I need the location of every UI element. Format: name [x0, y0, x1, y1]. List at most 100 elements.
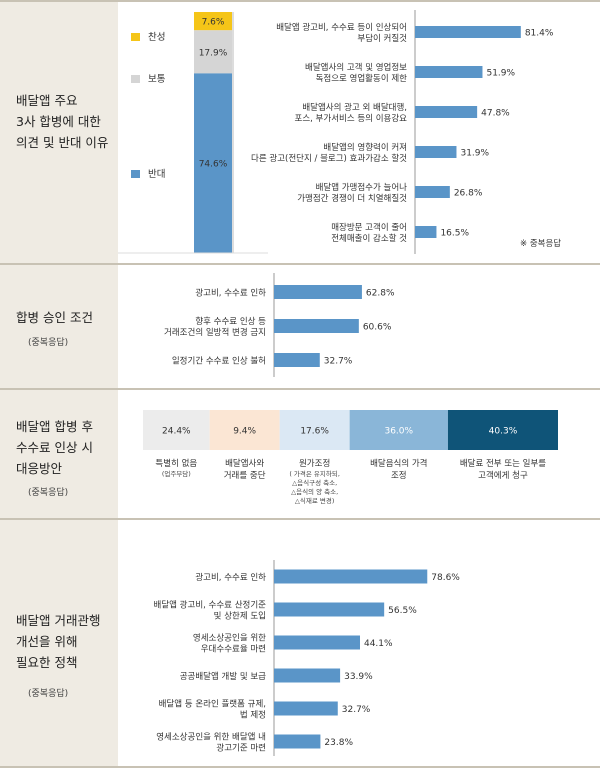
- segment: [279, 410, 350, 450]
- value-label: 32.7%: [324, 357, 353, 367]
- category-label: 광고기준 마련: [216, 743, 266, 754]
- bar: [274, 353, 320, 367]
- legend-label: 찬성: [148, 32, 165, 43]
- opinion-charts: 7.6% 찬성 17.9% 보통 74.6% 반대 81.4% 배달앱 광고비, 수수료 등이…: [118, 10, 561, 254]
- bar: [274, 569, 428, 584]
- note-label: ※ 중복응답: [520, 238, 561, 249]
- title-line: 배달앱 거래관행: [16, 613, 101, 628]
- category-label: 및 상한제 도입: [214, 611, 266, 622]
- data-label: 17.9%: [199, 48, 228, 58]
- title-line: 의견 및 반대 이유: [16, 135, 109, 150]
- data-label: 74.6%: [199, 160, 228, 170]
- title-line: 배달앱 주요: [16, 93, 78, 108]
- segment: [209, 410, 280, 450]
- section-body: 24.4% 특별히 없음 (업주부담) 9.4% 배달앱사와 거래를 중단 17.6% 원가조…: [118, 390, 600, 518]
- segment-caption: 거래를 중단: [224, 470, 266, 481]
- bar: [415, 146, 457, 158]
- value-label: 26.8%: [454, 189, 483, 199]
- value-label: 33.9%: [344, 672, 373, 682]
- value-label: 60.6%: [363, 323, 392, 333]
- data-label: 7.6%: [202, 18, 225, 28]
- category-label: 포스, 부가서비스 등의 이용강요: [295, 113, 408, 124]
- policy-chart: 78.6% 광고비, 수수료 인하 56.5% 배달앱 광고비, 수수료 산정기준및 …: [154, 560, 460, 756]
- stack-segment: [194, 73, 232, 253]
- section-merger-opinion: 배달앱 주요 3사 합병에 대한 의견 및 반대 이유 7.6% 찬성 17.9% 보…: [0, 0, 600, 263]
- legend-swatch: [131, 170, 140, 178]
- section-policy-needs: 배달앱 거래관행 개선을 위해 필요한 정책 (중복응답) 78.6% 광고비, …: [0, 518, 600, 768]
- segment-value: 36.0%: [384, 427, 413, 437]
- title-line: 배달앱 합병 후: [16, 419, 93, 434]
- value-label: 78.6%: [431, 573, 460, 583]
- segment-caption: 조정: [391, 470, 407, 481]
- category-label: 배달앱 등 온라인 플랫폼 규제,: [159, 699, 266, 710]
- bar: [274, 668, 341, 683]
- segment-caption: 배달료 전부 또는 일부를: [460, 458, 546, 469]
- category-label: 전체매출이 감소할 것: [331, 233, 407, 244]
- category-label: 배달앱 광고비, 수수료 등이 인상되어: [276, 22, 407, 33]
- section-title: 배달앱 합병 후 수수료 인상 시 대응방안: [16, 416, 93, 479]
- value-label: 81.4%: [525, 29, 554, 39]
- segment-caption: 배달음식의 가격: [370, 458, 427, 469]
- segment-caption-sub: △음식구성 축소,: [292, 478, 337, 487]
- segment: [447, 410, 558, 450]
- segment: [143, 410, 210, 450]
- category-label: 향후 수수료 인상 등: [195, 316, 266, 327]
- section-approval-conditions: 합병 승인 조건 (중복응답) 62.8% 광고비, 수수료 인하 60.6% 향후 …: [0, 263, 600, 388]
- bar: [415, 26, 521, 38]
- category-label: 광고비, 수수료 인하: [195, 288, 266, 299]
- section-label: 배달앱 거래관행 개선을 위해 필요한 정책 (중복응답): [0, 520, 118, 766]
- stack-segment: [194, 12, 232, 31]
- bar: [415, 106, 478, 118]
- section-subtitle: (중복응답): [28, 488, 69, 498]
- segment-caption-sub: (업주부담): [162, 470, 191, 478]
- legend-label: 보통: [148, 74, 166, 85]
- category-label: 거래조건의 일방적 변경 금지: [164, 327, 266, 338]
- section-label: 배달앱 합병 후 수수료 인상 시 대응방안 (중복응답): [0, 390, 118, 518]
- legend-label: 반대: [148, 169, 165, 180]
- category-label: 독점으로 영업활동이 제한: [316, 73, 408, 84]
- segment-caption-sub: △식재료 변경): [295, 496, 335, 505]
- bar: [415, 226, 437, 238]
- value-label: 31.9%: [460, 149, 489, 159]
- segment-value: 40.3%: [489, 427, 518, 437]
- category-label: 매장방문 고객이 줄어: [331, 222, 407, 233]
- category-label: 일정기간 수수료 인상 불허: [172, 356, 266, 367]
- section-title: 합병 승인 조건: [16, 307, 93, 328]
- section-subtitle: (중복응답): [28, 338, 69, 348]
- segment-caption: 원가조정: [299, 458, 330, 469]
- bar: [274, 734, 321, 749]
- category-label: 배달앱의 영향력이 커져: [323, 142, 407, 153]
- legend-swatch: [131, 75, 140, 83]
- title-line: 필요한 정책: [16, 655, 78, 670]
- segment-caption-sub: ( 가격은 유지하되,: [289, 469, 340, 478]
- legend-swatch: [131, 33, 140, 41]
- segment-value: 24.4%: [162, 427, 191, 437]
- category-label: 배달앱 가맹점수가 늘어나: [316, 182, 408, 193]
- bar: [274, 319, 359, 333]
- value-label: 23.8%: [324, 738, 353, 748]
- title-line: 합병 승인 조건: [16, 310, 93, 325]
- value-label: 51.9%: [486, 69, 515, 79]
- bar: [274, 635, 360, 650]
- category-label: 우대수수료율 마련: [201, 644, 266, 655]
- category-label: 다른 광고(전단지 / 블로그) 효과가감소 할것: [251, 153, 407, 164]
- value-label: 62.8%: [366, 289, 395, 299]
- segment-caption: 배달앱사와: [225, 458, 264, 469]
- category-label: 영세소상공인을 위한: [193, 633, 266, 644]
- section-body: 78.6% 광고비, 수수료 인하 56.5% 배달앱 광고비, 수수료 산정기준 및 …: [118, 520, 600, 766]
- section-title: 배달앱 주요 3사 합병에 대한 의견 및 반대 이유: [16, 90, 108, 153]
- category-label: 광고비, 수수료 인하: [195, 572, 266, 583]
- category-label: 법 제정: [240, 710, 266, 721]
- bar: [415, 66, 483, 78]
- section-label: 배달앱 주요 3사 합병에 대한 의견 및 반대 이유: [0, 2, 118, 263]
- value-label: 16.5%: [440, 229, 469, 239]
- category-label: 배달앱 광고비, 수수료 산정기준: [154, 600, 267, 611]
- value-label: 44.1%: [364, 639, 393, 649]
- bar: [274, 602, 385, 617]
- category-label: 배달앱사의 고객 및 영업정보: [305, 62, 407, 73]
- category-label: 배달앱사의 광고 외 배달대행,: [302, 102, 407, 113]
- value-label: 32.7%: [342, 705, 371, 715]
- segment-caption: 특별히 없음: [155, 458, 197, 469]
